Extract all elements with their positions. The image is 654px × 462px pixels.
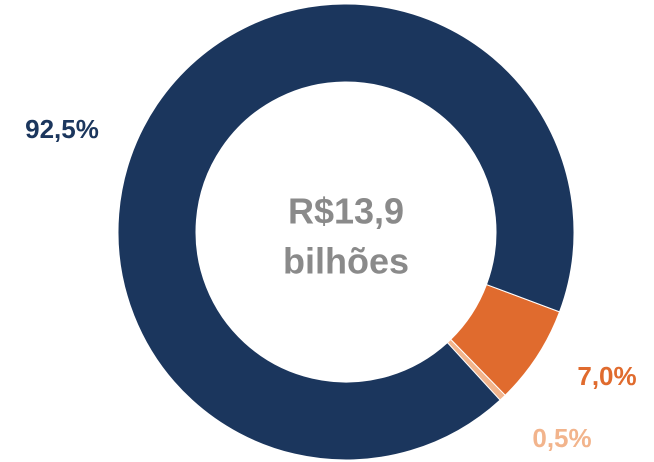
donut-segment xyxy=(117,3,575,461)
center-label: R$13,9 xyxy=(288,191,404,232)
center-label: bilhões xyxy=(283,241,409,282)
value-label: 92,5% xyxy=(25,114,99,144)
value-label: 0,5% xyxy=(532,423,591,453)
donut-segment xyxy=(450,283,561,396)
value-label: 7,0% xyxy=(577,361,636,391)
